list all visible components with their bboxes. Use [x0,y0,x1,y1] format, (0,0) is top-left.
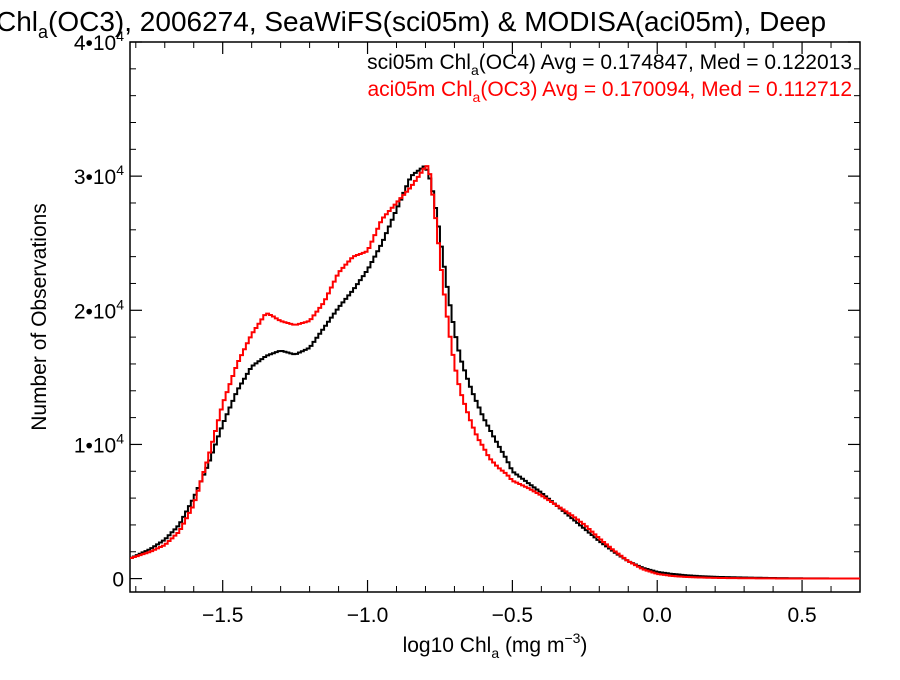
legend-0-part-b: (OC4) Avg = 0.174847, Med = 0.122013 [479,51,852,74]
y-tick-label: 0 [112,569,124,592]
y-tick-exponent: 4 [116,296,124,312]
title-part-b: (OC3), 2006274, SeaWiFS(sci05m) & MODISA… [48,6,826,37]
y-tick-mantissa: 1•10 [74,434,116,457]
legend-0-subscript: a [471,62,479,78]
x-tick-label: −1.0 [347,604,388,627]
title-part-a: Chl [0,6,38,37]
series-line-1 [130,165,860,580]
y-tick-mantissa: 0 [112,569,124,592]
legend-1-subscript: a [473,89,481,105]
chart-title: Chla(OC3), 2006274, SeaWiFS(sci05m) & MO… [0,6,826,42]
series-group [130,165,860,580]
series-line-0 [130,165,860,580]
xlabel-part-c: ) [580,634,587,657]
legend-0-part-a: sci05m Chl [367,51,471,74]
xlabel-superscript: −3 [564,630,580,646]
xlabel-part-b: (mg m [499,634,564,657]
y-tick-exponent: 4 [116,430,124,446]
y-tick-mantissa: 3•10 [74,166,116,189]
x-tick-label: −1.5 [202,604,243,627]
x-tick-label: 0.5 [787,604,816,627]
x-tick-label: 0.0 [643,604,672,627]
plot-frame [129,41,861,593]
y-tick-exponent: 4 [116,162,124,178]
x-axis-label: log10 Chla (mg m−3) [403,630,588,661]
y-tick-mantissa: 2•10 [74,300,116,323]
legend-1-part-a: aci05m Chl [368,78,473,101]
legend-entry-sci05m: sci05m Chla(OC4) Avg = 0.174847, Med = 0… [367,51,852,78]
y-tick-mantissa: 4•10 [74,32,116,55]
x-tick-label: −0.5 [492,604,533,627]
axis-ticks [130,41,861,592]
y-tick-label: 4•104 [74,28,124,55]
y-axis-label: Number of Observations [28,203,51,431]
xlabel-part-a: log10 Chl [403,634,492,657]
y-tick-label: 1•104 [74,430,124,457]
y-tick-label: 3•104 [74,162,124,189]
y-tick-exponent: 4 [116,28,124,44]
y-tick-label: 2•104 [74,296,124,323]
xlabel-subscript: a [491,645,499,661]
legend-1-part-b: (OC3) Avg = 0.170094, Med = 0.112712 [480,78,852,101]
title-subscript: a [38,22,49,42]
legend-entry-aci05m: aci05m Chla(OC3) Avg = 0.170094, Med = 0… [368,78,853,105]
